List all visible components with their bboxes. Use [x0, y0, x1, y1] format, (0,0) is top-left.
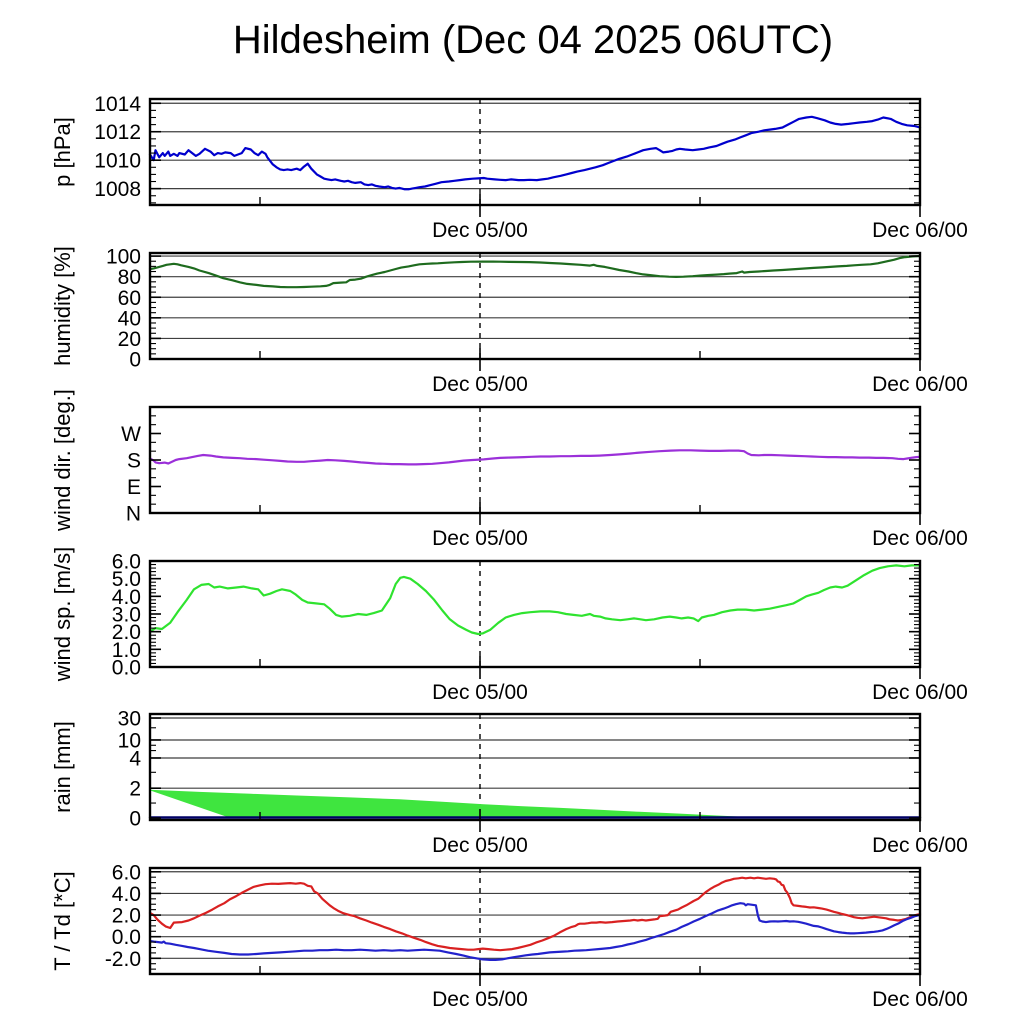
y-axis-label: wind sp. [m/s] [50, 547, 75, 682]
y-tick-label: W [121, 423, 141, 446]
y-tick-label: 0 [129, 349, 141, 372]
y-tick-label: 4 [129, 747, 141, 770]
y-tick-label: 1008 [94, 178, 141, 201]
y-tick-label: 0.0 [112, 926, 141, 949]
y-tick-label: 1010 [94, 150, 141, 173]
series-wind-direction [148, 449, 922, 466]
panel-border [148, 866, 922, 976]
y-axis-label: humidity [%] [50, 246, 75, 366]
y-axis-label: T / Td [*C] [50, 871, 75, 970]
y-axis-label: p [hPa] [50, 117, 75, 187]
y-tick-label: 10 [118, 729, 141, 752]
panel-border [148, 559, 922, 669]
y-tick-label: S [127, 450, 141, 473]
x-tick-label: Dec 05/00 [432, 373, 528, 396]
x-tick-label: Dec 06/00 [872, 834, 968, 857]
series-humidity [148, 255, 922, 289]
panel-border [148, 97, 922, 207]
y-axis-label: wind dir. [deg.] [50, 389, 75, 532]
y-tick-label: 1012 [94, 121, 141, 144]
y-tick-label: 0 [129, 808, 141, 831]
y-tick-label: 30 [118, 708, 141, 731]
y-tick-label: -2.0 [105, 948, 141, 971]
x-tick-label: Dec 06/00 [872, 527, 968, 550]
series-wind-speed [148, 564, 922, 636]
y-tick-label: 4.0 [112, 586, 141, 609]
series-temperature [148, 876, 922, 952]
y-tick-label: 4.0 [112, 883, 141, 906]
y-tick-label: 2 [129, 778, 141, 801]
panel-temperature: -2.00.02.04.06.0 Dec 05/00 Dec 06/00 T / Td… [50, 861, 968, 1011]
y-tick-label: 20 [118, 328, 141, 351]
y-axis-label: rain [mm] [50, 721, 75, 813]
chart-title: Hildesheim (Dec 04 2025 06UTC) [232, 18, 834, 62]
y-tick-label: 100 [106, 246, 141, 269]
y-tick-label: 6.0 [112, 551, 141, 574]
y-tick-label: 2.0 [112, 621, 141, 644]
panel-border [148, 712, 922, 822]
y-tick-label: 6.0 [112, 861, 141, 884]
series-dewpoint [148, 902, 922, 962]
y-tick-label: N [126, 503, 141, 526]
y-tick-label: 80 [118, 266, 141, 289]
series-pressure [148, 115, 922, 191]
x-tick-label: Dec 06/00 [872, 681, 968, 704]
y-tick-label: 60 [118, 287, 141, 310]
y-tick-label: 5.0 [112, 568, 141, 591]
x-tick-label: Dec 05/00 [432, 219, 528, 242]
y-tick-label: 0.0 [112, 657, 141, 680]
panel-border [148, 251, 922, 361]
x-tick-label: Dec 05/00 [432, 527, 528, 550]
panel-pressure: 1008 1010 1012 1014 Dec 05/00 Dec 06/00 p [hPa… [50, 93, 968, 242]
x-tick-label: Dec 05/00 [432, 681, 528, 704]
panel-border [148, 405, 922, 515]
x-tick-label: Dec 06/00 [872, 219, 968, 242]
y-tick-label: 1.0 [112, 639, 141, 662]
y-tick-label: 40 [118, 307, 141, 330]
x-tick-label: Dec 05/00 [432, 988, 528, 1011]
series-rain-accumulation [150, 789, 765, 819]
x-tick-label: Dec 05/00 [432, 834, 528, 857]
panel-wind-speed: 0.01.02.03.04.05.06.0 Dec 05/00 Dec 06/00 w… [50, 547, 968, 704]
y-tick-label: 2.0 [112, 905, 141, 928]
x-tick-label: Dec 06/00 [872, 373, 968, 396]
x-tick-label: Dec 06/00 [872, 988, 968, 1011]
y-tick-label: E [127, 476, 141, 499]
y-tick-label: 3.0 [112, 604, 141, 627]
y-tick-label: 1014 [94, 93, 141, 116]
